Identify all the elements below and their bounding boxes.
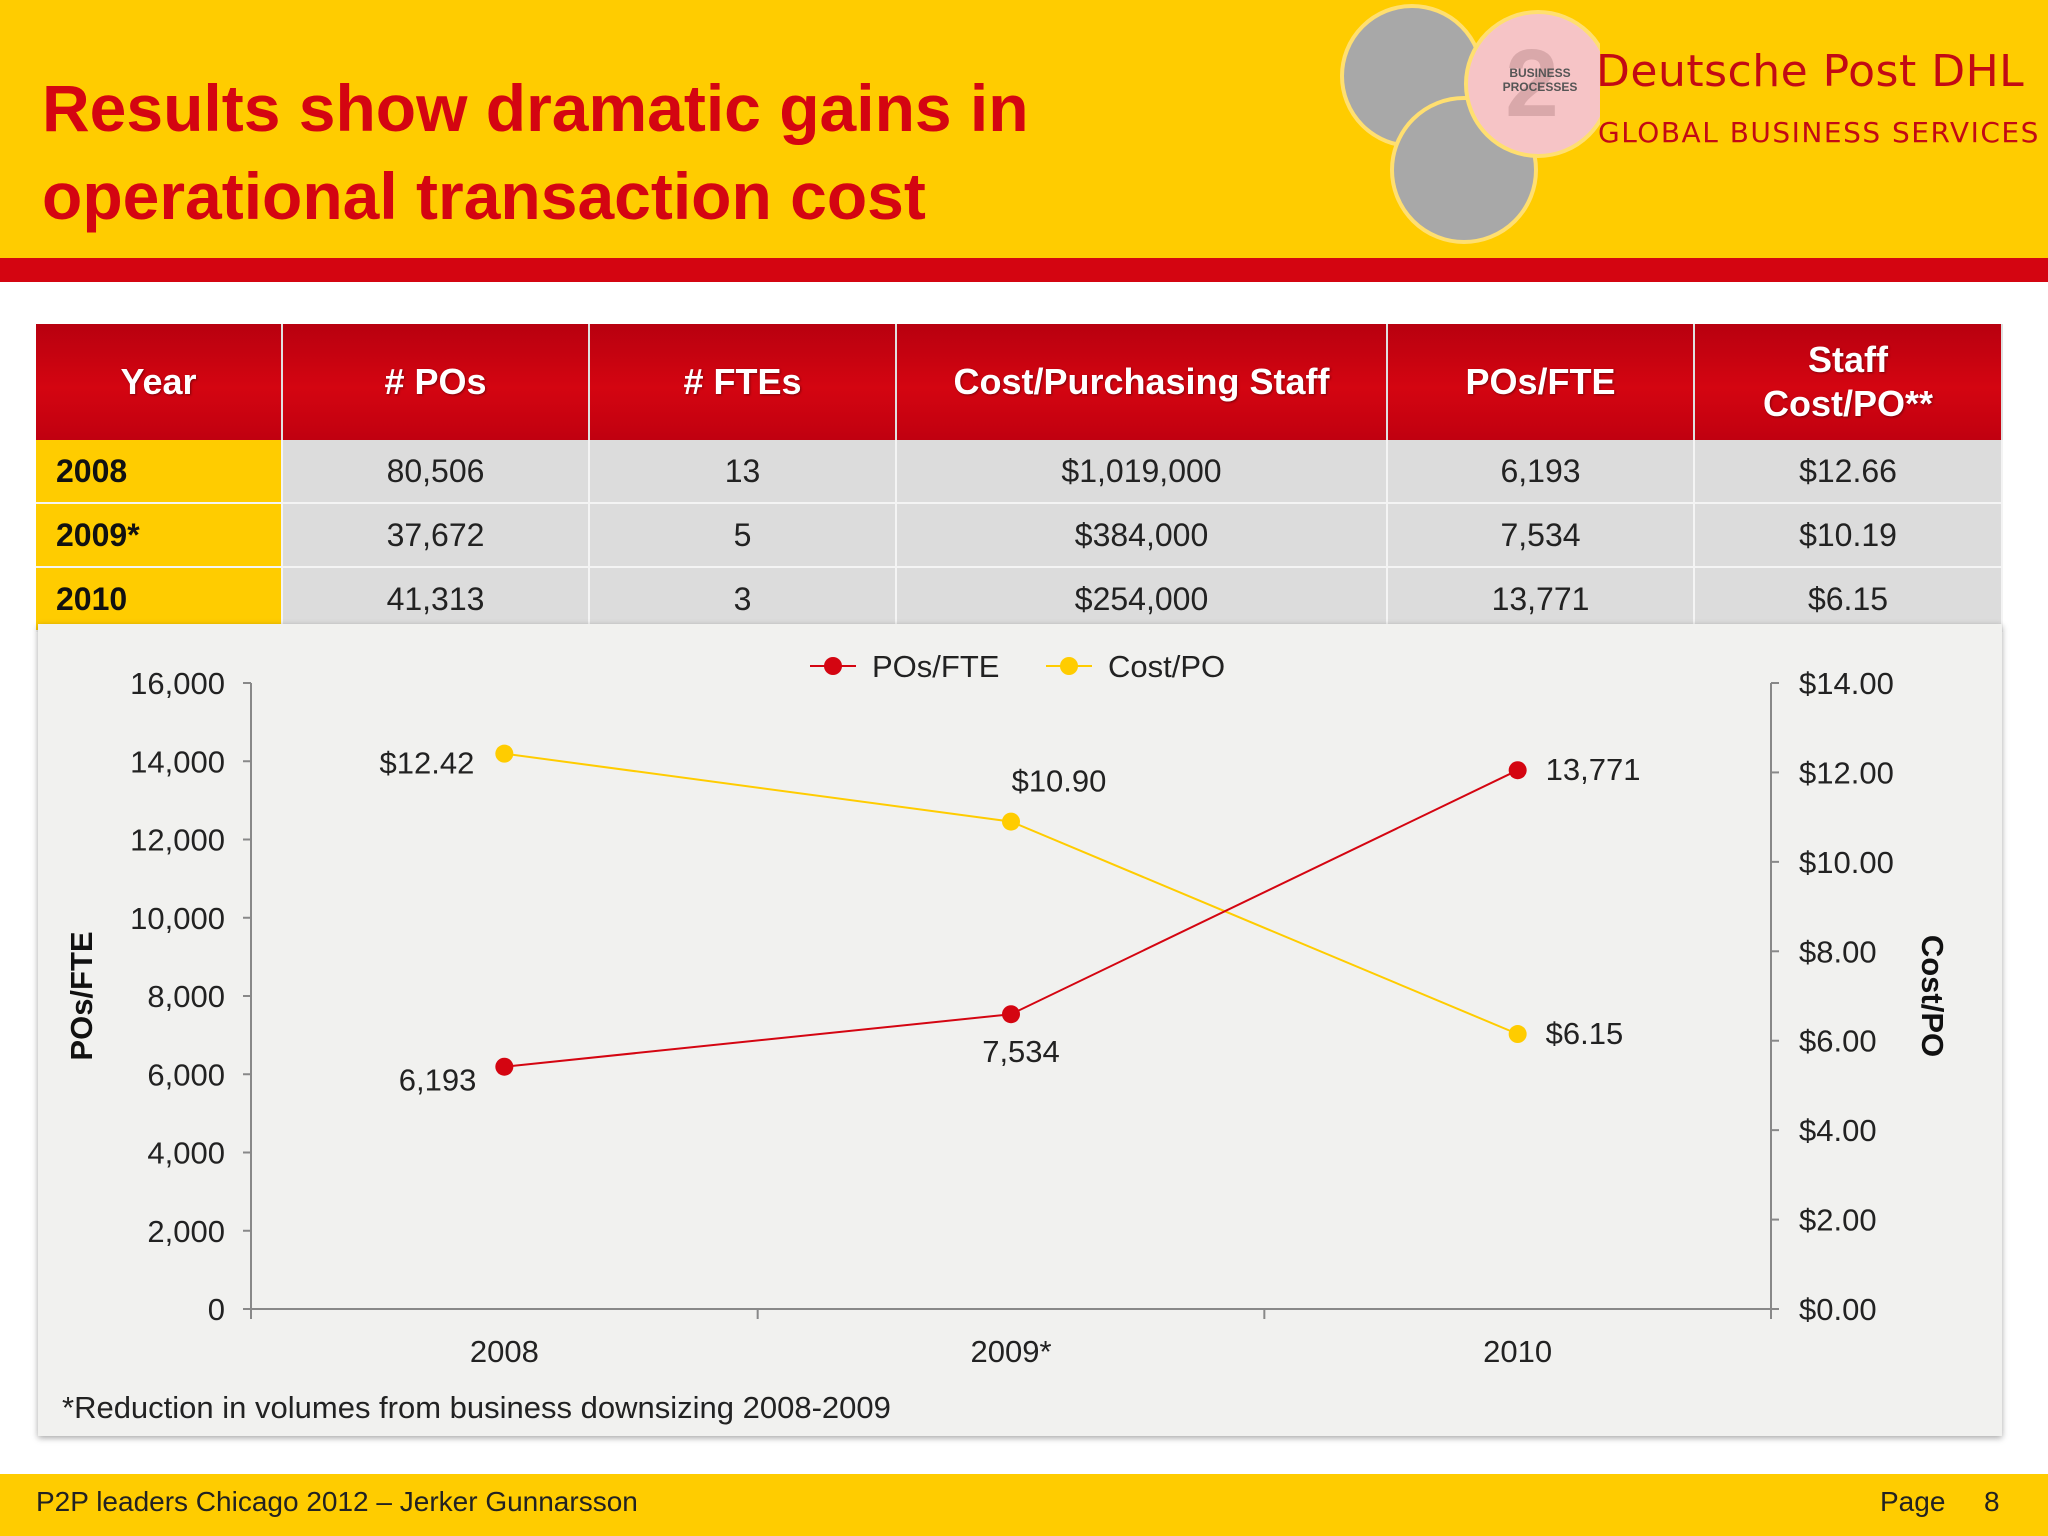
y-tick-label: 0 (208, 1292, 225, 1327)
y2-tick-label: $4.00 (1799, 1113, 1877, 1148)
column-header-year: Year (36, 324, 283, 440)
y2-axis-title: Cost/PO (1915, 935, 1950, 1057)
table-cell: 13 (589, 440, 897, 504)
column-header-ftes: # FTEs (589, 324, 897, 440)
brand-name: Deutsche Post DHL (1596, 46, 2025, 97)
y-axis-title: POs/FTE (64, 931, 99, 1060)
data-label-pos-fte: 13,771 (1546, 752, 1641, 787)
header-band (0, 0, 2048, 258)
logo-badge-number: 2 (1505, 30, 1558, 137)
data-label-pos-fte: 7,534 (982, 1034, 1060, 1069)
table-cell: $254,000 (896, 567, 1388, 632)
x-tick-label: 2010 (1483, 1334, 1552, 1369)
slide-title-line2: operational transaction cost (42, 159, 926, 233)
legend-marker-cost-po (1060, 657, 1078, 675)
y2-tick-label: $14.00 (1799, 666, 1894, 701)
footer-page-label: Page (1880, 1486, 1946, 1517)
table-cell: 37,672 (282, 503, 590, 568)
logo-badge-text: BUSINESS PROCESSES (1500, 66, 1580, 94)
slide-title: Results show dramatic gains in operation… (42, 64, 1242, 240)
data-label-cost-po: $12.42 (380, 746, 475, 781)
table-cell: 41,313 (282, 567, 590, 632)
data-point-pos-fte (495, 1057, 514, 1076)
y-tick-label: 8,000 (147, 979, 225, 1014)
logo-badge-line1: BUSINESS (1509, 66, 1571, 80)
column-header-pos: # POs (282, 324, 590, 440)
line-chart: 0 2,000 4,000 6,000 8,000 10,000 12,000 14,000 1… (62, 649, 1950, 1425)
table-cell-year: 2009* (36, 503, 283, 568)
data-point-cost-po (1002, 812, 1020, 831)
footer-presenter: P2P leaders Chicago 2012 – Jerker Gunnar… (36, 1486, 638, 1517)
table-cell: 7,534 (1387, 503, 1695, 568)
logo-pink-circle (1464, 10, 1600, 158)
chart-panel: 0 2,000 4,000 6,000 8,000 10,000 12,000 14,000 1… (38, 624, 2002, 1436)
data-point-cost-po (1508, 1025, 1527, 1044)
data-label-pos-fte: 6,193 (399, 1063, 477, 1098)
table-cell: $6.15 (1694, 567, 2003, 632)
y-tick-label: 12,000 (130, 823, 225, 858)
table-row: 2010 41,313 3 $254,000 13,771 $6.15 (36, 567, 2003, 632)
business-processes-logo: 2 (1340, 4, 1600, 244)
y-tick-label: 16,000 (130, 666, 225, 701)
y2-tick-label: $6.00 (1799, 1024, 1877, 1059)
table-header-row: Year # POs # FTEs Cost/Purchasing Staff … (36, 324, 2003, 440)
table-cell: $10.19 (1694, 503, 2003, 568)
table-cell: $1,019,000 (896, 440, 1388, 504)
data-point-cost-po (495, 744, 514, 763)
table-cell: 6,193 (1387, 440, 1695, 504)
slide-title-line1: Results show dramatic gains in (42, 71, 1029, 145)
column-header-cost-purchasing-staff: Cost/Purchasing Staff (896, 324, 1388, 440)
table-cell-year: 2008 (36, 440, 283, 504)
legend-label-cost-po: Cost/PO (1108, 649, 1225, 684)
y-tick-label: 2,000 (147, 1214, 225, 1249)
legend-label-pos-fte: POs/FTE (872, 649, 999, 684)
results-table: Year # POs # FTEs Cost/Purchasing Staff … (36, 324, 2003, 632)
table-cell: 13,771 (1387, 567, 1695, 632)
table-cell: 3 (589, 567, 897, 632)
y-tick-label: 14,000 (130, 744, 225, 779)
x-tick-label: 2008 (470, 1334, 539, 1369)
y2-tick-label: $12.00 (1799, 755, 1894, 790)
y2-tick-label: $8.00 (1799, 934, 1877, 969)
y-tick-label: 4,000 (147, 1136, 225, 1171)
legend-marker-pos-fte (824, 657, 842, 675)
y2-tick-label: $2.00 (1799, 1203, 1877, 1238)
column-header-pos-per-fte: POs/FTE (1387, 324, 1695, 440)
data-point-pos-fte (1508, 761, 1527, 780)
table-cell-year: 2010 (36, 567, 283, 632)
data-label-cost-po: $6.15 (1546, 1016, 1624, 1051)
y2-tick-label: $0.00 (1799, 1292, 1877, 1327)
table-row: 2008 80,506 13 $1,019,000 6,193 $12.66 (36, 440, 2003, 504)
brand-subtitle: GLOBAL BUSINESS SERVICES (1598, 116, 2040, 149)
header-red-stripe (0, 258, 2048, 282)
logo-badge-line2: PROCESSES (1502, 80, 1578, 94)
table-row: 2009* 37,672 5 $384,000 7,534 $10.19 (36, 503, 2003, 568)
y-tick-label: 6,000 (147, 1057, 225, 1092)
y2-tick-label: $10.00 (1799, 845, 1894, 880)
y-tick-label: 10,000 (130, 901, 225, 936)
table-cell: $384,000 (896, 503, 1388, 568)
table-cell: $12.66 (1694, 440, 2003, 504)
chart-footnote: *Reduction in volumes from business down… (62, 1390, 891, 1425)
table-cell: 5 (589, 503, 897, 568)
footer-band (0, 1474, 2048, 1536)
footer-page-number: 8 (1984, 1486, 2000, 1517)
column-header-staff-cost-per-po: Staff Cost/PO** (1694, 324, 2003, 440)
data-point-pos-fte (1002, 1005, 1020, 1024)
table-cell: 80,506 (282, 440, 590, 504)
x-tick-label: 2009* (970, 1334, 1051, 1369)
data-label-cost-po: $10.90 (1012, 764, 1107, 799)
